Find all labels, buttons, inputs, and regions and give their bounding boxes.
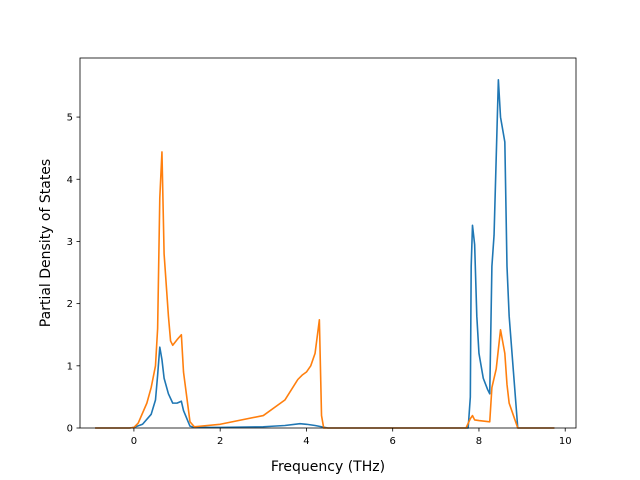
y-tick-label: 2 xyxy=(67,299,73,310)
y-tick-label: 3 xyxy=(67,237,73,248)
x-tick-label: 6 xyxy=(390,436,396,447)
y-tick-label: 4 xyxy=(67,175,73,186)
plot-frame xyxy=(79,57,577,429)
x-tick-label: 8 xyxy=(476,436,482,447)
y-tick-label: 5 xyxy=(67,113,73,124)
y-tick-label: 1 xyxy=(67,361,73,372)
x-axis-ticks: 0 2 4 6 8 10 xyxy=(131,428,572,447)
y-axis-label: Partial Density of States xyxy=(38,159,54,327)
x-tick-label: 2 xyxy=(217,436,223,447)
y-axis-ticks: 0 1 2 3 4 5 xyxy=(67,113,80,435)
x-axis-label: Frequency (THz) xyxy=(271,459,385,475)
series-line-2 xyxy=(95,151,555,429)
x-tick-label: 0 xyxy=(131,436,137,447)
series-line-1 xyxy=(95,78,555,429)
series-lines xyxy=(95,78,555,429)
x-tick-label: 10 xyxy=(559,436,572,447)
x-tick-label: 4 xyxy=(303,436,309,447)
y-tick-label: 0 xyxy=(67,424,73,435)
